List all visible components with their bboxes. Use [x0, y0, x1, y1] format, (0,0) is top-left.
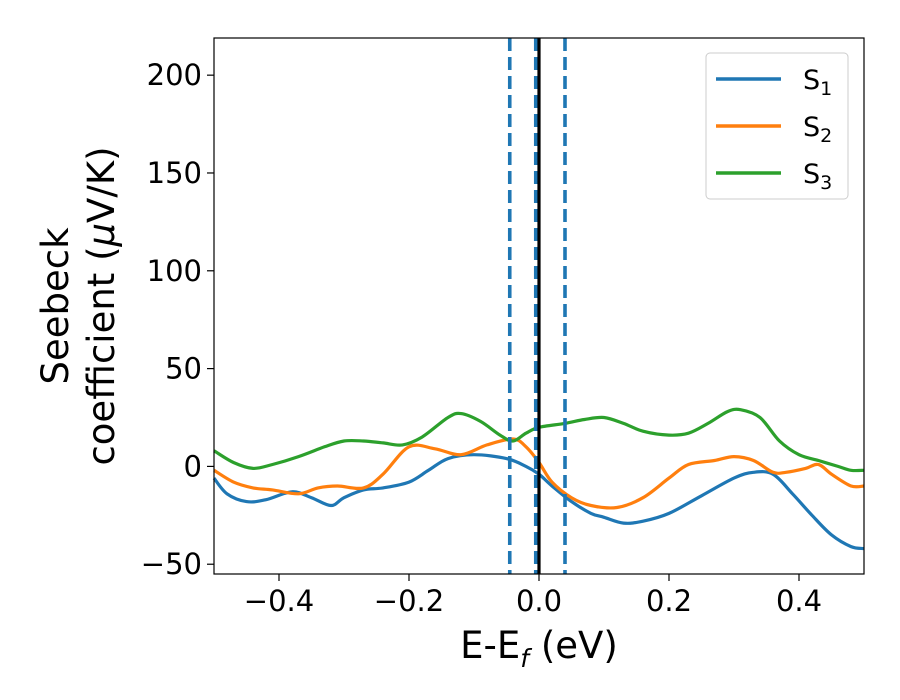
- x-tick-label: 0.0: [516, 584, 562, 618]
- y-tick-label: 0: [184, 449, 202, 483]
- x-axis-label: E-Ef (eV): [460, 624, 618, 673]
- y-tick-label: 100: [147, 254, 202, 288]
- x-tick-label: −0.2: [374, 584, 444, 618]
- x-tick-label: −0.4: [244, 584, 314, 618]
- y-axis: −50 0 50 100 150 200: [141, 58, 214, 581]
- y-tick-label: 50: [165, 352, 202, 386]
- y-tick-label: −50: [141, 547, 202, 581]
- x-tick-label: 0.4: [776, 584, 822, 618]
- x-tick-label: 0.2: [646, 584, 692, 618]
- y-axis-label-line2: coefficient (μV/K): [80, 146, 123, 465]
- y-tick-label: 200: [147, 58, 202, 92]
- legend-label-s3: S3: [803, 159, 832, 194]
- x-axis: −0.4 −0.2 0.0 0.2 0.4: [244, 574, 822, 618]
- y-axis-label: Seebeck coefficient (μV/K): [34, 146, 123, 465]
- y-tick-label: 150: [147, 156, 202, 190]
- plot-frame: [213, 37, 865, 575]
- legend-label-s2: S2: [803, 112, 832, 147]
- y-axis-label-line1: Seebeck: [34, 227, 77, 385]
- legend: S1 S2 S3: [705, 52, 849, 200]
- series-line-s2: [213, 437, 865, 510]
- legend-label-s1: S1: [803, 65, 832, 100]
- plot-area: [212, 38, 865, 574]
